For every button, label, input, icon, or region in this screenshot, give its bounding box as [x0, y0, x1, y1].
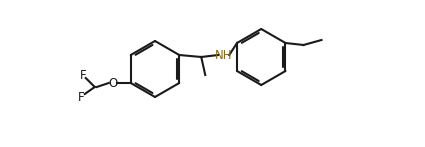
Text: F: F [79, 69, 86, 81]
Text: F: F [77, 91, 84, 103]
Text: NH: NH [215, 49, 232, 61]
Text: O: O [108, 76, 117, 90]
